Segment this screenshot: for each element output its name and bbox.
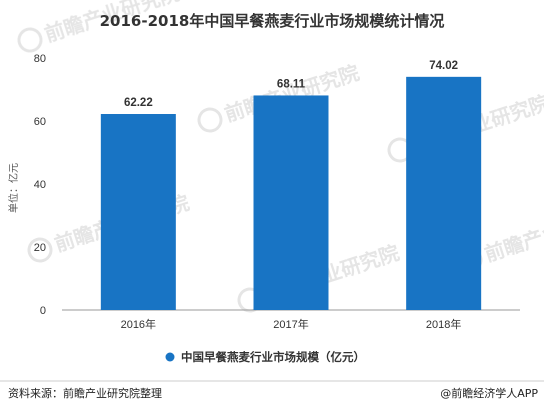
watermark-logo-icon — [197, 107, 223, 133]
y-tick-label: 80 — [34, 53, 46, 65]
y-axis-ticks: 0 20 40 60 80 — [34, 53, 46, 317]
x-tick-label: 2018年 — [426, 317, 461, 331]
bar-series — [100, 76, 482, 311]
chart-title: 2016-2018年中国早餐燕麦行业市场规模统计情况 — [100, 12, 445, 30]
legend-swatch — [165, 352, 175, 362]
watermark-logo-icon — [27, 237, 53, 263]
y-tick-label: 20 — [34, 242, 46, 254]
y-axis-label: 单位：亿元 — [7, 163, 20, 213]
bar — [100, 114, 176, 310]
legend: 中国早餐燕麦行业市场规模（亿元） — [165, 350, 365, 364]
data-label: 62.22 — [124, 97, 153, 109]
data-label: 74.02 — [429, 60, 458, 72]
x-tick-label: 2016年 — [121, 317, 156, 331]
x-axis-ticks: 2016年 2017年 2018年 — [121, 317, 462, 331]
brand-note: @前瞻经济学人APP — [440, 386, 538, 400]
data-label: 68.11 — [277, 78, 306, 90]
y-tick-label: 60 — [34, 116, 46, 128]
x-tick-label: 2017年 — [273, 317, 308, 331]
legend-label: 中国早餐燕麦行业市场规模（亿元） — [181, 350, 365, 364]
bar — [253, 95, 329, 311]
watermark-logo-icon — [17, 27, 43, 53]
y-tick-label: 0 — [40, 305, 46, 317]
value-labels: 62.22 68.11 74.02 — [124, 60, 458, 109]
bar — [406, 76, 482, 310]
watermark-lettering: 前瞻产业研究院 — [482, 200, 544, 266]
y-tick-label: 40 — [34, 179, 46, 191]
source-note: 资料来源：前瞻产业研究院整理 — [8, 386, 162, 400]
